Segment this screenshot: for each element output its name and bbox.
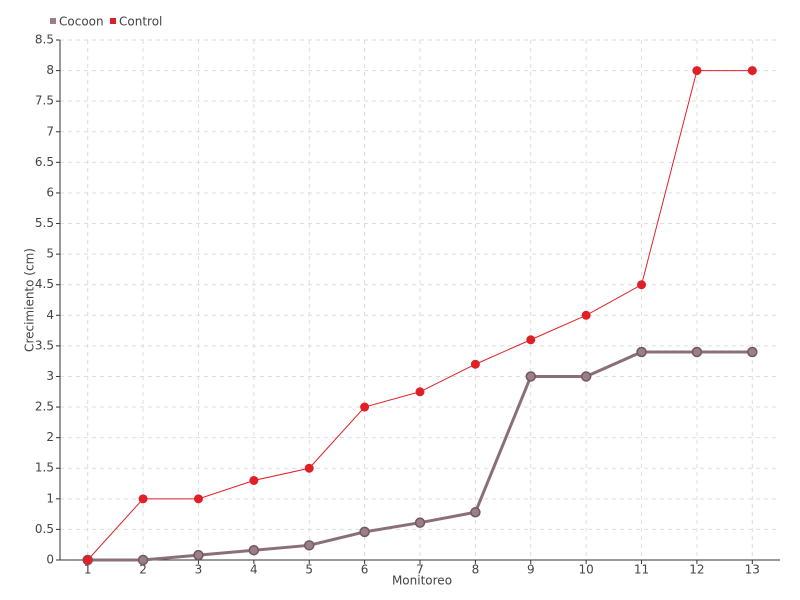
data-point [691, 346, 703, 358]
y-tick-label: 0 [46, 553, 54, 567]
y-tick-label: 3 [46, 369, 54, 383]
data-point [360, 402, 370, 412]
y-tick-label: 1.5 [35, 461, 54, 475]
data-point [636, 346, 647, 358]
data-point [249, 475, 259, 485]
y-tick-label: 7.5 [35, 94, 54, 108]
data-point [137, 554, 149, 566]
data-point [470, 359, 480, 369]
y-tick-label: 2.5 [35, 400, 54, 414]
y-tick-label: 2 [46, 430, 54, 444]
data-point [193, 549, 204, 561]
x-tick-label: 11 [634, 563, 649, 577]
x-tick-label: 5 [305, 563, 313, 577]
data-point [747, 66, 757, 76]
x-tick-label: 7 [416, 563, 424, 577]
x-tick-label: 6 [361, 563, 369, 577]
x-tick-label: 2 [139, 563, 147, 577]
y-tick-label: 4.5 [35, 277, 54, 291]
y-tick-label: 8.5 [35, 33, 54, 47]
data-point [359, 526, 370, 538]
x-tick-label: 1 [84, 563, 92, 577]
x-tick-label: 8 [472, 563, 480, 577]
x-tick-label: 3 [195, 563, 203, 577]
data-point [414, 517, 426, 528]
data-point [83, 555, 93, 565]
x-tick-label: 12 [689, 563, 704, 577]
y-tick-label: 5.5 [35, 216, 54, 230]
x-tick-label: 13 [745, 563, 760, 577]
data-point [747, 346, 758, 358]
y-tick-label: 7 [46, 124, 54, 138]
data-point [138, 494, 148, 504]
y-axis-label: Crecimiento (cm) [23, 248, 37, 352]
data-point [470, 507, 481, 518]
data-point [525, 371, 537, 382]
legend-label: Control [119, 15, 162, 29]
y-tick-label: 6 [46, 185, 54, 199]
y-tick-label: 3.5 [35, 338, 54, 352]
data-point [415, 387, 425, 397]
x-tick-label: 4 [250, 563, 258, 577]
y-tick-label: 4 [46, 308, 54, 322]
legend-swatch [50, 18, 56, 24]
data-point [248, 544, 260, 556]
data-point [637, 280, 647, 290]
data-point [580, 371, 592, 382]
y-tick-label: 5 [46, 247, 54, 261]
x-tick-label: 10 [579, 563, 594, 577]
y-tick-label: 6.5 [35, 155, 54, 169]
y-tick-label: 8 [46, 63, 54, 77]
data-point [692, 66, 702, 76]
y-tick-label: 0.5 [35, 522, 54, 536]
data-point [581, 310, 591, 320]
data-point [303, 540, 315, 551]
x-tick-label: 9 [527, 563, 535, 577]
y-tick-label: 1 [46, 491, 54, 505]
data-point [193, 494, 203, 504]
data-point [526, 335, 536, 345]
legend-swatch [110, 18, 116, 24]
data-point [304, 463, 314, 473]
x-axis-label: Monitoreo [392, 574, 452, 588]
legend-label: Cocoon [59, 15, 104, 29]
